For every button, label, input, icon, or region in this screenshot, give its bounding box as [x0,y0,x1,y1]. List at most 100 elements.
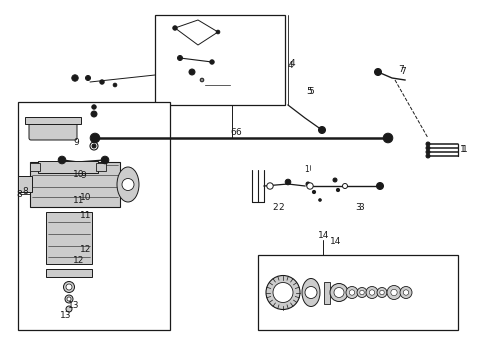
Circle shape [307,183,313,189]
Text: 11: 11 [73,195,84,204]
Bar [18,102,170,330]
Circle shape [383,133,393,143]
Text: 13: 13 [68,301,79,310]
Circle shape [346,287,358,298]
Text: 14: 14 [318,230,329,239]
Bar [155,15,285,105]
Text: 9: 9 [73,138,79,147]
Circle shape [122,179,134,190]
Circle shape [426,142,430,146]
Circle shape [285,179,291,185]
Circle shape [216,30,220,34]
Circle shape [200,78,204,82]
Circle shape [333,178,337,182]
Text: 8: 8 [16,189,22,198]
Circle shape [113,83,117,87]
Bar [46,269,92,277]
Text: 7: 7 [398,66,404,75]
Circle shape [400,287,412,298]
Text: 13: 13 [60,311,72,320]
Circle shape [306,182,310,186]
Text: 11: 11 [80,211,92,220]
Circle shape [66,306,72,312]
Text: 7: 7 [400,68,406,77]
Text: 6: 6 [235,127,241,136]
Circle shape [58,156,66,164]
Circle shape [210,60,214,64]
Circle shape [343,184,347,189]
Text: 1: 1 [460,145,466,154]
Bar [324,282,330,303]
Circle shape [357,288,367,297]
Circle shape [334,288,344,297]
Bar [18,176,32,192]
Bar [30,163,40,171]
Text: 2: 2 [272,203,278,212]
Text: 5: 5 [306,87,312,96]
Text: 12: 12 [73,256,84,265]
Circle shape [366,287,378,298]
Circle shape [92,144,96,148]
Bar [30,162,120,207]
Circle shape [337,188,340,192]
Text: 14: 14 [330,238,342,247]
Circle shape [426,150,430,154]
Text: 10: 10 [73,170,84,179]
Bar [46,212,92,264]
Text: 4: 4 [288,60,294,69]
Circle shape [92,105,96,109]
Circle shape [377,288,387,297]
Bar [38,161,98,173]
Circle shape [173,26,177,30]
Bar [258,255,458,330]
Circle shape [64,282,74,292]
Circle shape [318,199,321,201]
Circle shape [65,295,73,303]
Ellipse shape [302,279,320,306]
Circle shape [66,284,72,290]
Circle shape [91,111,97,117]
Circle shape [100,80,104,84]
Text: 9: 9 [80,171,86,180]
Text: 12: 12 [80,246,91,255]
Circle shape [403,290,409,295]
Text: 10: 10 [80,193,92,202]
Text: 5: 5 [308,87,314,96]
Circle shape [266,275,300,310]
Circle shape [267,183,273,189]
Bar [25,117,81,124]
Circle shape [387,285,401,300]
Circle shape [426,154,430,158]
Text: 3: 3 [358,203,364,212]
Text: 2: 2 [278,203,284,212]
Circle shape [177,55,182,60]
Circle shape [376,183,384,189]
Text: 1: 1 [304,166,309,175]
Text: 8: 8 [22,188,28,197]
Circle shape [85,76,91,81]
Circle shape [349,290,355,295]
Text: 4: 4 [290,59,295,68]
Circle shape [305,287,317,298]
Ellipse shape [117,167,139,202]
Text: 1: 1 [462,145,468,154]
Circle shape [101,156,109,164]
FancyBboxPatch shape [29,120,77,140]
Circle shape [273,283,293,302]
Circle shape [330,284,348,302]
Circle shape [67,297,71,301]
Bar [96,163,106,171]
Circle shape [369,290,375,295]
Circle shape [318,126,325,134]
Circle shape [189,69,195,75]
Text: 6: 6 [230,127,236,136]
Circle shape [360,290,364,295]
Circle shape [391,289,397,296]
Circle shape [90,133,100,143]
Text: 3: 3 [355,203,361,212]
Circle shape [90,142,98,150]
Circle shape [72,75,78,81]
Circle shape [313,190,316,194]
Circle shape [426,146,430,150]
Circle shape [374,68,382,76]
